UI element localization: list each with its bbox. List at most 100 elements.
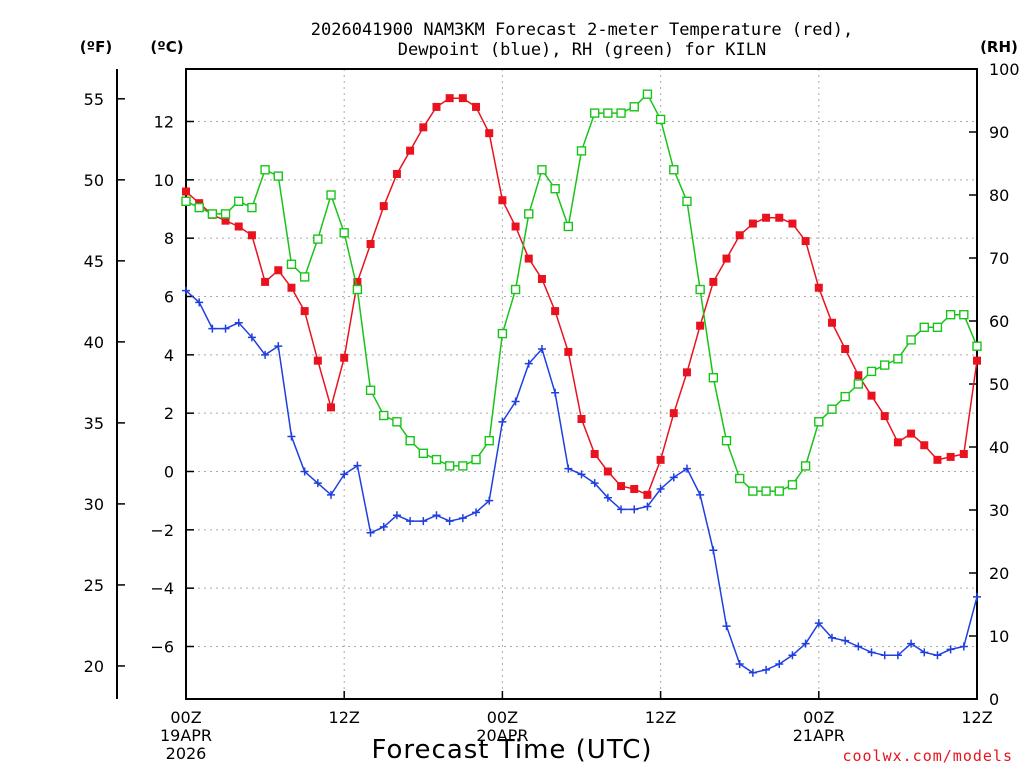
rh-point	[629, 102, 639, 112]
rh-point	[959, 310, 969, 320]
dewpoint-point	[722, 622, 731, 631]
dewpoint-point	[432, 511, 441, 520]
dewpoint-line	[185, 290, 978, 674]
dewpoint-point	[656, 485, 665, 493]
rh-point	[563, 221, 574, 232]
rh-tick-label: 50	[989, 375, 1009, 394]
temperature-point	[788, 219, 797, 228]
temperature-point	[379, 202, 388, 211]
temperature-point	[682, 368, 691, 377]
temperature-point	[801, 237, 810, 246]
temperature-point	[946, 452, 955, 461]
temperature-point	[524, 254, 533, 263]
temperature-point	[577, 415, 586, 423]
rh-point	[444, 461, 455, 471]
temperature-point	[392, 170, 401, 178]
fahrenheit-tick-label: 50	[84, 171, 104, 190]
fahrenheit-tick-label: 20	[84, 657, 104, 676]
time-tick-label: 00Z	[803, 708, 834, 727]
dewpoint-point	[445, 517, 454, 526]
credit-link[interactable]: coolwx.com/models	[842, 747, 1013, 765]
temperature-point	[973, 356, 981, 365]
temperature-point	[340, 353, 349, 362]
rh-point	[880, 360, 890, 370]
dewpoint-point	[551, 388, 560, 397]
temperature-point	[274, 266, 283, 275]
rh-unit-label: (RH)	[980, 38, 1018, 56]
dewpoint-point	[973, 592, 981, 601]
time-tick-label: 12Z	[645, 708, 676, 727]
rh-point	[814, 417, 824, 427]
temperature-point	[722, 254, 731, 263]
dewpoint-point	[577, 470, 586, 479]
dewpoint-point	[669, 473, 678, 482]
temperature-point	[458, 94, 467, 103]
rh-tick-label: 60	[989, 312, 1009, 331]
temperature-point	[827, 318, 836, 327]
temperature-point	[537, 275, 546, 283]
fahrenheit-tick-label: 45	[84, 252, 104, 271]
dewpoint-point	[762, 665, 771, 674]
rh-point	[866, 366, 877, 377]
rh-tick-label: 70	[989, 249, 1009, 268]
dewpoint-point	[682, 464, 691, 473]
dewpoint-point	[221, 324, 230, 333]
temperature-point	[603, 467, 612, 476]
rh-point	[379, 410, 389, 421]
temperature-point	[841, 345, 850, 353]
dewpoint-point	[340, 470, 349, 479]
time-tick-label: 00Z	[487, 708, 518, 727]
rh-point	[642, 89, 653, 99]
rh-point	[827, 404, 837, 414]
celsius-tick-label: −6	[150, 638, 174, 657]
dewpoint-point	[208, 324, 217, 333]
dewpoint-point	[366, 528, 375, 537]
rh-point	[721, 436, 732, 446]
dewpoint-point	[854, 642, 863, 651]
celsius-tick-label: 4	[164, 346, 174, 365]
rh-point	[550, 183, 560, 194]
rh-tick-label: 20	[989, 564, 1009, 583]
dewpoint-point	[788, 651, 797, 660]
celsius-tick-label: −2	[150, 521, 174, 540]
rh-point	[326, 190, 336, 200]
x-axis-title: Forecast Time (UTC)	[371, 735, 652, 765]
fahrenheit-tick-label: 55	[84, 90, 104, 109]
rh-point	[247, 202, 257, 213]
temperature-point	[959, 450, 968, 458]
rh-tick-label: 0	[989, 690, 999, 709]
rh-point	[537, 165, 547, 175]
rh-point	[352, 284, 363, 295]
rh-point	[497, 328, 508, 339]
temperature-point	[656, 455, 665, 464]
dewpoint-point	[867, 648, 876, 657]
temperature-point	[762, 213, 771, 222]
dewpoint-point	[603, 493, 612, 502]
celsius-axis: 12 10 8 6 4 2 0 −2 −4 −6	[150, 113, 194, 657]
rh-point	[458, 461, 468, 471]
temperature-point	[366, 240, 375, 248]
rh-point	[299, 272, 310, 282]
rh-tick-label: 90	[989, 123, 1009, 142]
rh-point	[932, 322, 943, 332]
temperature-point	[696, 321, 705, 330]
dewpoint-point	[841, 636, 850, 645]
time-tick-label: 00Z	[170, 708, 201, 727]
dewpoint-point	[590, 479, 599, 488]
rh-point	[273, 171, 283, 181]
dewpoint-point	[353, 461, 362, 470]
dewpoint-point	[313, 479, 322, 488]
dewpoint-point	[933, 651, 942, 660]
rh-point	[220, 209, 231, 219]
temperature-point	[406, 146, 415, 155]
dewpoint-point	[379, 522, 388, 531]
temperature-point	[775, 213, 784, 222]
temperature-point	[327, 403, 336, 412]
dewpoint-point	[880, 651, 889, 660]
dewpoint-point	[617, 505, 626, 514]
temperature-point	[511, 222, 520, 231]
time-tick-label: 2026	[166, 744, 207, 763]
rh-point	[603, 108, 613, 118]
rh-point	[484, 436, 494, 446]
